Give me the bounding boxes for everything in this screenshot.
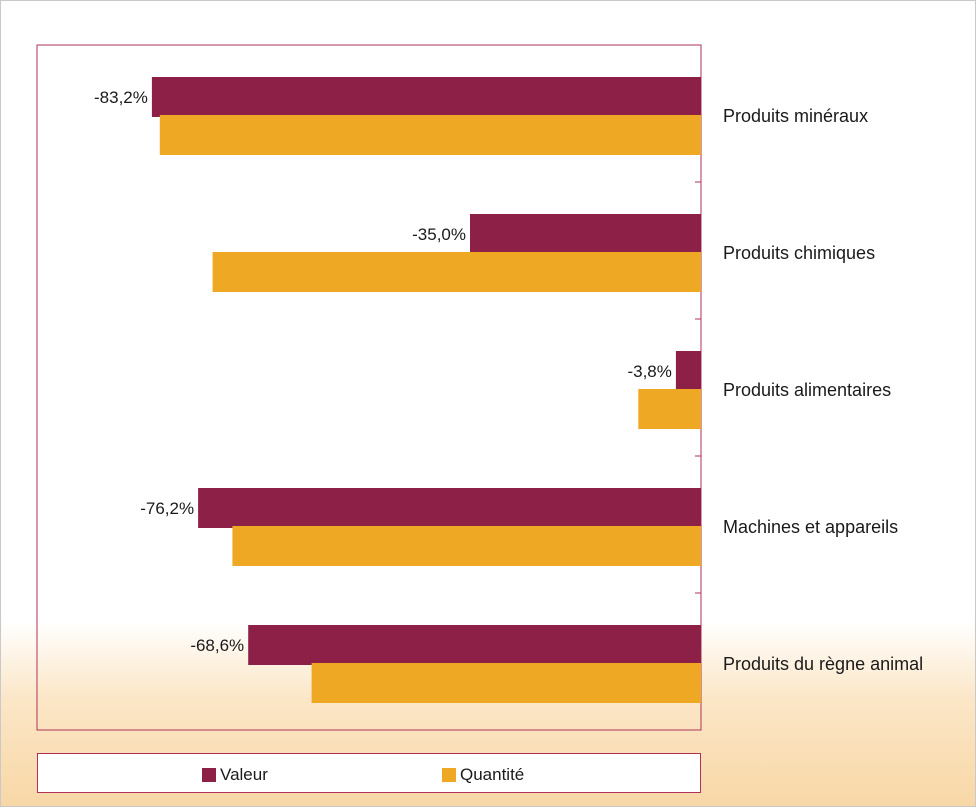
bar-quantite-0 xyxy=(159,115,702,155)
legend-label-valeur: Valeur xyxy=(220,765,268,784)
bars-group xyxy=(151,77,702,703)
bar-valeur-0 xyxy=(151,77,701,117)
category-label-4: Produits du règne animal xyxy=(723,654,923,674)
legend-item-valeur: Valeur xyxy=(202,765,268,785)
bar-valeur-3 xyxy=(198,488,701,528)
legend-label-quantite: Quantité xyxy=(460,765,525,784)
value-labels: -83,2% -35,0% -3,8% -76,2% -68,6% xyxy=(94,88,672,655)
legend-swatch-quantite xyxy=(442,768,456,782)
bar-valeur-4 xyxy=(248,625,701,665)
category-label-1: Produits chimiques xyxy=(723,243,875,263)
category-labels: Produits minéraux Produits chimiques Produ… xyxy=(723,106,923,674)
category-label-2: Produits alimentaires xyxy=(723,380,891,400)
value-label-4: -68,6% xyxy=(190,636,244,655)
legend-swatch-valeur xyxy=(202,768,216,782)
legend-item-quantite: Quantité xyxy=(442,765,524,785)
category-label-3: Machines et appareils xyxy=(723,517,898,537)
value-label-2: -3,8% xyxy=(627,362,671,381)
bar-valeur-1 xyxy=(470,214,701,254)
value-label-0: -83,2% xyxy=(94,88,148,107)
category-label-0: Produits minéraux xyxy=(723,106,868,126)
value-label-1: -35,0% xyxy=(412,225,466,244)
axis-ticks xyxy=(695,181,701,594)
bar-quantite-2 xyxy=(638,389,701,429)
bar-quantite-3 xyxy=(232,526,701,566)
legend: Valeur Quantité xyxy=(37,753,701,793)
bar-quantite-4 xyxy=(311,663,701,703)
bar-valeur-2 xyxy=(675,351,701,391)
bar-quantite-1 xyxy=(212,252,701,292)
value-label-3: -76,2% xyxy=(140,499,194,518)
